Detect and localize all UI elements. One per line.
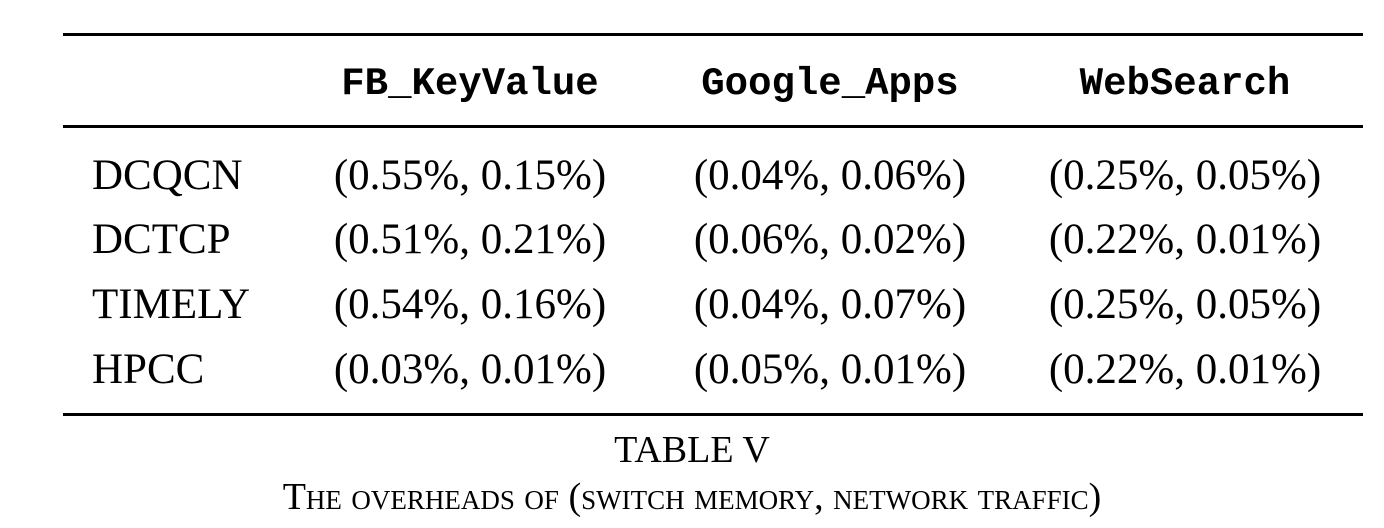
table-cell: (0.25%, 0.05%)	[1048, 152, 1322, 199]
row-label: DCQCN	[92, 152, 243, 199]
table-cell: (0.03%, 0.01%)	[333, 346, 607, 393]
row-label: TIMELY	[92, 281, 251, 328]
table-cell: (0.54%, 0.16%)	[333, 281, 607, 328]
column-header-google-apps: Google_Apps	[701, 62, 959, 106]
table-row: DCQCN (0.55%, 0.15%) (0.04%, 0.06%) (0.2…	[0, 148, 1384, 204]
table-row: DCTCP (0.51%, 0.21%) (0.06%, 0.02%) (0.2…	[0, 212, 1384, 268]
table-cell: (0.05%, 0.01%)	[693, 346, 967, 393]
table-cell: (0.22%, 0.01%)	[1048, 216, 1322, 263]
table-cell: (0.22%, 0.01%)	[1048, 346, 1322, 393]
table-top-rule	[63, 33, 1363, 36]
table-cell: (0.06%, 0.02%)	[693, 216, 967, 263]
table-row: HPCC (0.03%, 0.01%) (0.05%, 0.01%) (0.22…	[0, 342, 1384, 398]
row-label: HPCC	[92, 346, 205, 393]
table-cell: (0.25%, 0.05%)	[1048, 281, 1322, 328]
column-header-websearch: WebSearch	[1079, 62, 1291, 106]
table-cell: (0.55%, 0.15%)	[333, 152, 607, 199]
table-cell: (0.51%, 0.21%)	[333, 216, 607, 263]
row-label: DCTCP	[92, 216, 231, 263]
table-cell: (0.04%, 0.06%)	[693, 152, 967, 199]
table-caption-text: The overheads of (switch memory, network…	[282, 476, 1102, 518]
table-mid-rule	[63, 125, 1363, 128]
table-caption-title: TABLE V	[614, 429, 770, 471]
column-header-fb-keyvalue: FB_KeyValue	[341, 62, 599, 106]
table-cell: (0.04%, 0.07%)	[693, 281, 967, 328]
table-bottom-rule	[63, 413, 1363, 416]
table-row: TIMELY (0.54%, 0.16%) (0.04%, 0.07%) (0.…	[0, 277, 1384, 333]
